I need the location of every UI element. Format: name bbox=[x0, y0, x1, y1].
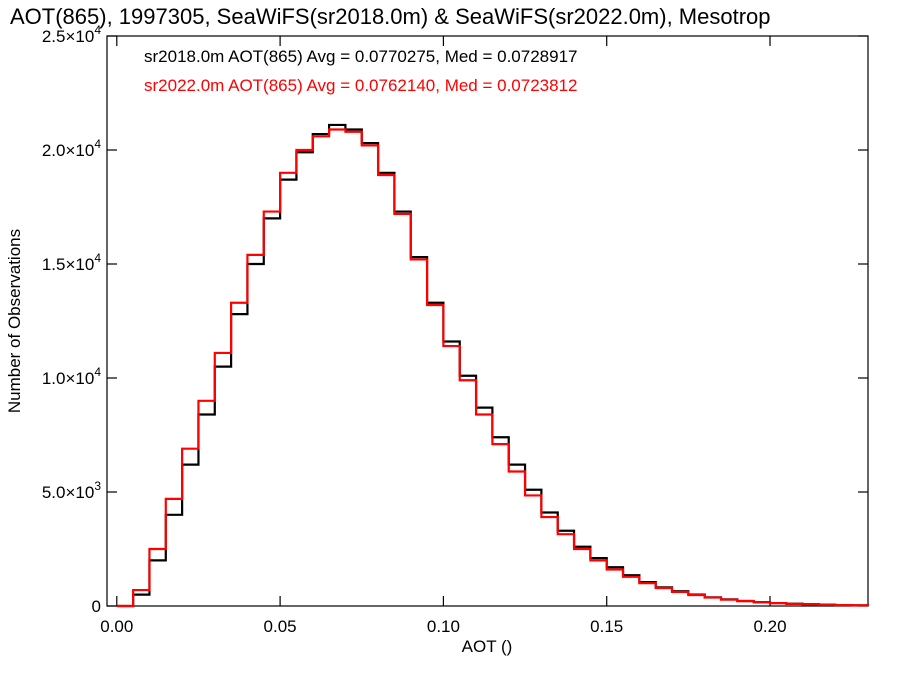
series-layer bbox=[116, 123, 870, 608]
y-tick-label: 0 bbox=[92, 597, 101, 616]
x-tick-label: 0.00 bbox=[100, 617, 133, 636]
x-axis-label: AOT () bbox=[462, 637, 513, 656]
y-tick-label: 1.5×104 bbox=[42, 251, 101, 274]
y-tick-label: 1.0×104 bbox=[42, 365, 101, 388]
x-axis: 0.00 0.05 0.10 0.15 0.20 bbox=[100, 36, 787, 636]
legend-entry-sr2018: sr2018.0m AOT(865) Avg = 0.0770275, Med … bbox=[144, 47, 578, 66]
y-axis: 0 5.0×103 1.0×104 1.5×104 2.0×104 2.5×104 bbox=[42, 23, 868, 616]
y-tick-label: 2.0×104 bbox=[42, 137, 101, 160]
legend-entry-sr2022: sr2022.0m AOT(865) Avg = 0.0762140, Med … bbox=[144, 76, 578, 95]
plot-frame bbox=[106, 35, 869, 607]
x-tick-label: 0.05 bbox=[264, 617, 297, 636]
series-line-sr2022.0m bbox=[116, 128, 870, 608]
x-tick-label: 0.15 bbox=[590, 617, 623, 636]
y-axis-label: Number of Observations bbox=[5, 229, 24, 413]
series-line-sr2018.0m bbox=[116, 123, 870, 608]
chart-title: AOT(865), 1997305, SeaWiFS(sr2018.0m) & … bbox=[10, 4, 771, 29]
x-tick-label: 0.20 bbox=[753, 617, 786, 636]
y-tick-label: 2.5×104 bbox=[42, 23, 101, 46]
x-tick-label: 0.10 bbox=[427, 617, 460, 636]
y-tick-label: 5.0×103 bbox=[42, 479, 101, 502]
